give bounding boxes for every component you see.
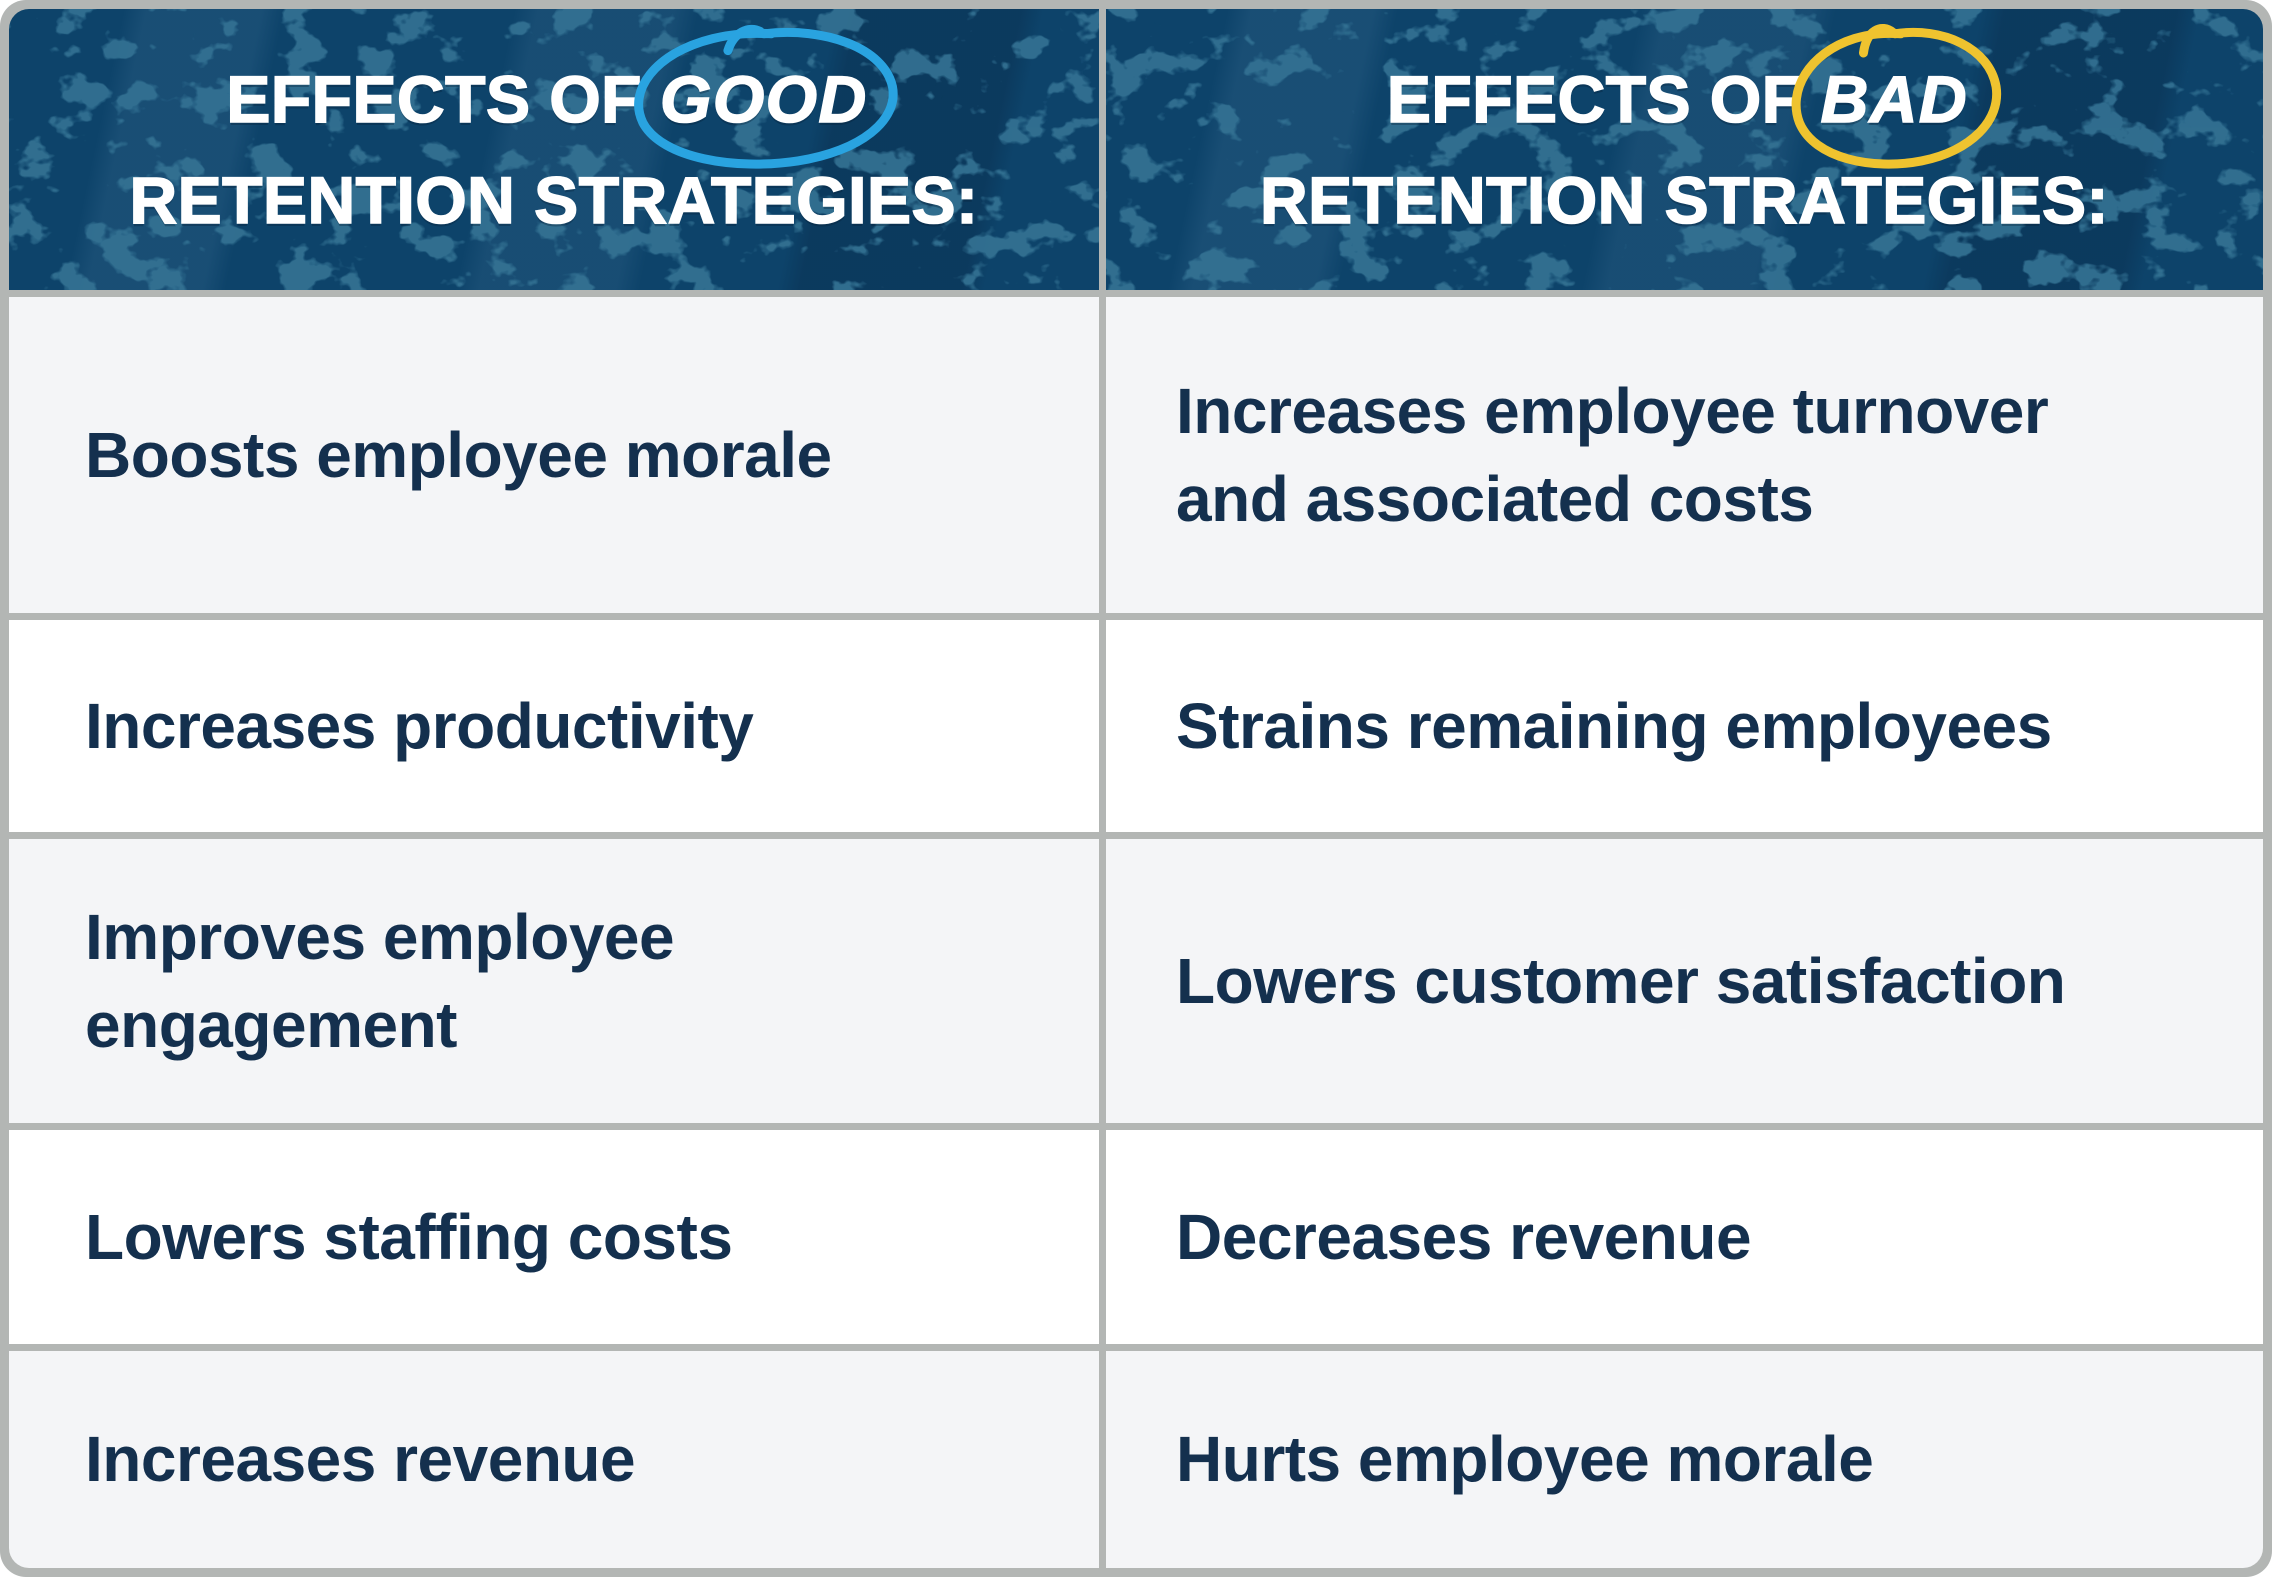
header-prefix: EFFECTS OF <box>226 61 643 137</box>
header-line-1: EFFECTS OF GOOD <box>9 49 1099 149</box>
cell-text: Strains remaining employees <box>1176 689 2052 762</box>
cell-text: Increases employee turnover and associat… <box>1176 374 2049 535</box>
header-good-retention: EFFECTS OF GOOD RETENTION STRATEGIES: <box>9 9 1099 290</box>
cell-text: Lowers staffing costs <box>85 1200 733 1273</box>
cell-text: Increases productivity <box>85 689 754 762</box>
header-highlight: GOOD <box>659 61 868 137</box>
header-line-1: EFFECTS OF BAD <box>1106 49 2263 149</box>
header-prefix: EFFECTS OF <box>1386 61 1803 137</box>
bad-effect-cell-4: Decreases revenue <box>1106 1130 2263 1344</box>
header-bad-retention: EFFECTS OF BAD RETENTION STRATEGIES: <box>1106 9 2263 290</box>
good-effect-cell-4: Lowers staffing costs <box>9 1130 1099 1344</box>
bad-effect-cell-2: Strains remaining employees <box>1106 620 2263 832</box>
cell-text: Decreases revenue <box>1176 1200 1752 1273</box>
good-effect-cell-1: Boosts employee morale <box>9 297 1099 613</box>
cell-text: Boosts employee morale <box>85 418 832 491</box>
highlighted-word-good: GOOD <box>660 49 868 149</box>
good-effect-cell-5: Increases revenue <box>9 1351 1099 1568</box>
cell-text: Increases revenue <box>85 1423 636 1496</box>
cell-text: Improves employee engagement <box>85 900 675 1061</box>
header-line-2: RETENTION STRATEGIES: <box>1259 162 2109 238</box>
cell-text: Lowers customer satisfaction <box>1176 944 2066 1017</box>
highlighted-word-bad: BAD <box>1821 49 1969 149</box>
good-effect-cell-3: Improves employee engagement <box>9 839 1099 1123</box>
header-line-2: RETENTION STRATEGIES: <box>129 162 979 238</box>
bad-effect-cell-5: Hurts employee morale <box>1106 1351 2263 1568</box>
good-effect-cell-2: Increases productivity <box>9 620 1099 832</box>
cell-text: Hurts employee morale <box>1176 1423 1874 1496</box>
bad-effect-cell-1: Increases employee turnover and associat… <box>1106 297 2263 613</box>
header-highlight: BAD <box>1820 61 1969 137</box>
bad-effect-cell-3: Lowers customer satisfaction <box>1106 839 2263 1123</box>
